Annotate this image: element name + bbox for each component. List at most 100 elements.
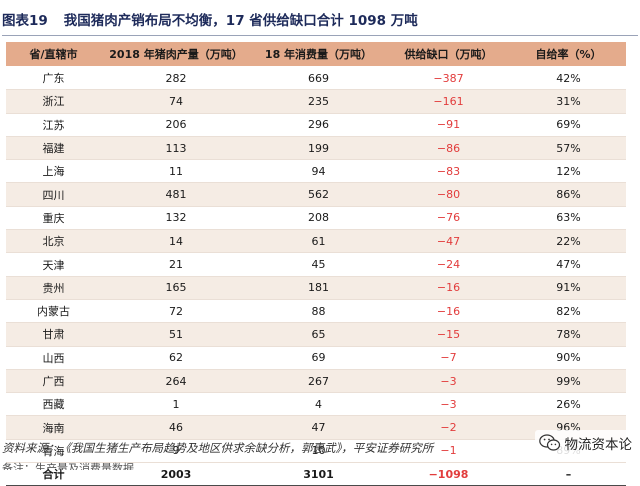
supply-gap-cell: −86 [386,136,511,161]
consumption-cell: 47 [251,415,386,440]
province-cell: 海南 [6,415,101,440]
production-cell: 14 [101,229,251,254]
supply-gap-cell: −83 [386,159,511,184]
self-sufficiency-cell: 69% [511,113,626,137]
consumption-cell: 669 [251,66,386,91]
table-row: 贵州 165 181 −16 91% [6,276,626,300]
self-sufficiency-cell: 22% [511,229,626,254]
consumption-cell: 4 [251,392,386,417]
consumption-cell: 69 [251,346,386,370]
supply-gap-cell: −91 [386,113,511,137]
figure: 图表19 我国猪肉产销布局不均衡，17 省供给缺口合计 1098 万吨 省/直辖市… [2,9,638,486]
self-sufficiency-cell: 26% [511,392,626,417]
pork-supply-table: 省/直辖市 2018 年猪肉产量（万吨） 18 年消费量（万吨） 供给缺口（万吨… [6,42,626,486]
table-row: 广西 264 267 −3 99% [6,369,626,394]
consumption-cell: 208 [251,206,386,231]
table-row: 西藏 1 4 −3 26% [6,392,626,417]
province-cell: 福建 [6,136,101,161]
table-row: 山西 62 69 −7 90% [6,346,626,370]
province-cell: 广东 [6,66,101,91]
self-sufficiency-cell: 78% [511,322,626,347]
total-self-sufficiency-cell: – [511,462,626,486]
supply-gap-cell: −16 [386,276,511,300]
self-sufficiency-cell: 90% [511,346,626,370]
header-province: 省/直辖市 [6,42,101,67]
total-supply-gap-cell: −1098 [386,462,511,486]
figure-title: 图表19 我国猪肉产销布局不均衡，17 省供给缺口合计 1098 万吨 [2,9,638,31]
figure-caption: 我国猪肉产销布局不均衡，17 省供给缺口合计 1098 万吨 [63,13,418,29]
production-cell: 74 [101,89,251,114]
province-cell: 浙江 [6,89,101,114]
production-cell: 11 [101,159,251,184]
province-cell: 广西 [6,369,101,394]
consumption-cell: 94 [251,159,386,184]
province-cell: 北京 [6,229,101,254]
self-sufficiency-cell: 91% [511,276,626,300]
production-cell: 481 [101,182,251,207]
consumption-cell: 45 [251,252,386,277]
supply-gap-cell: −76 [386,206,511,231]
supply-gap-cell: −387 [386,66,511,91]
wechat-icon [538,434,560,451]
consumption-cell: 181 [251,276,386,300]
total-consumption-cell: 3101 [251,462,386,486]
consumption-cell: 199 [251,136,386,161]
supply-gap-cell: −2 [386,415,511,440]
production-cell: 206 [101,113,251,137]
supply-gap-cell: −24 [386,252,511,277]
table-row: 四川 481 562 −80 86% [6,182,626,207]
self-sufficiency-cell: 82% [511,299,626,324]
supply-gap-cell: −15 [386,322,511,347]
header-supply-gap: 供给缺口（万吨） [386,42,511,67]
production-cell: 21 [101,252,251,277]
table-body: 广东 282 669 −387 42% 浙江 74 235 −161 31% 江苏 206 296 −91… [6,66,626,486]
self-sufficiency-cell: 99% [511,369,626,394]
province-cell: 内蒙古 [6,299,101,324]
production-cell: 282 [101,66,251,91]
table-row: 内蒙古 72 88 −16 82% [6,299,626,324]
self-sufficiency-cell: 63% [511,206,626,231]
title-divider [2,35,638,36]
table-row: 甘肃 51 65 −15 78% [6,322,626,347]
production-cell: 46 [101,415,251,440]
header-production: 2018 年猪肉产量（万吨） [101,42,251,67]
province-cell: 甘肃 [6,322,101,347]
consumption-cell: 65 [251,322,386,347]
province-cell: 贵州 [6,276,101,300]
consumption-cell: 296 [251,113,386,137]
supply-gap-cell: −47 [386,229,511,254]
table-row: 广东 282 669 −387 42% [6,66,626,91]
supply-gap-cell: −3 [386,392,511,417]
province-cell: 山西 [6,346,101,370]
table-row: 上海 11 94 −83 12% [6,159,626,184]
table-row: 重庆 132 208 −76 63% [6,206,626,231]
consumption-cell: 562 [251,182,386,207]
table-row: 天津 21 45 −24 47% [6,252,626,277]
table-row: 浙江 74 235 −161 31% [6,89,626,114]
production-cell: 264 [101,369,251,394]
self-sufficiency-cell: 47% [511,252,626,277]
province-cell: 西藏 [6,392,101,417]
production-cell: 113 [101,136,251,161]
production-cell: 1 [101,392,251,417]
production-cell: 165 [101,276,251,300]
header-consumption: 18 年消费量（万吨） [251,42,386,67]
self-sufficiency-cell: 42% [511,66,626,91]
figure-number: 图表19 [2,13,48,29]
consumption-cell: 267 [251,369,386,394]
supply-gap-cell: −80 [386,182,511,207]
self-sufficiency-cell: 31% [511,89,626,114]
production-cell: 51 [101,322,251,347]
table-header-row: 省/直辖市 2018 年猪肉产量（万吨） 18 年消费量（万吨） 供给缺口（万吨… [6,42,626,67]
self-sufficiency-cell: 86% [511,182,626,207]
table-row: 海南 46 47 −2 96% [6,415,626,440]
watermark-text: 物流资本论 [564,437,633,453]
consumption-cell: 235 [251,89,386,114]
province-cell: 重庆 [6,206,101,231]
source-note: 资料来源：《我国生猪生产布局趋势及地区供求余缺分析，郭惠武》，平安证券研究所 [2,441,434,455]
supply-gap-cell: −161 [386,89,511,114]
consumption-cell: 88 [251,299,386,324]
table-row: 福建 113 199 −86 57% [6,136,626,161]
table-row: 江苏 206 296 −91 69% [6,113,626,137]
production-cell: 72 [101,299,251,324]
